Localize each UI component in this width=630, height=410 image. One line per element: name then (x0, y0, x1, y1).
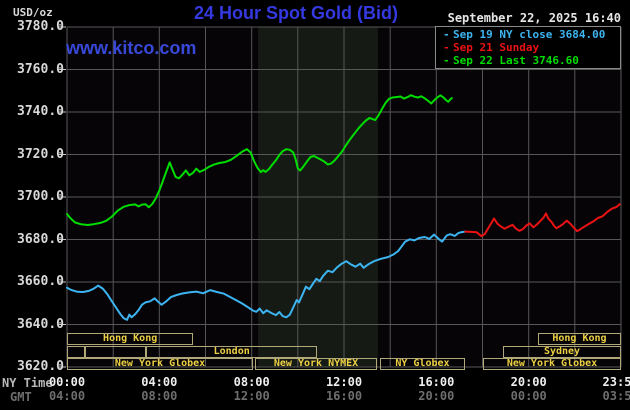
y-tick-label: 3720.0 (17, 146, 64, 162)
legend-label: Sep 22 Last 3746.60 (453, 54, 579, 67)
y-tick-label: 3700.0 (17, 189, 64, 204)
session-box-hong-kong: Hong Kong (537, 333, 621, 345)
y-tick-label: 3780.0 (17, 19, 64, 34)
series-line-sep19 (66, 230, 467, 321)
x-tick-label-ny: 16:00 (418, 375, 455, 389)
session-box-sydney: Sydney (503, 346, 621, 358)
series-line-sep21 (464, 203, 621, 238)
x-tick-label-ny: 00:00 (48, 375, 86, 389)
legend-dash-icon: - (443, 28, 450, 41)
x-tick-label-gmt: 12:00 (233, 389, 270, 403)
legend-item-sep21: - Sep 21 Sunday (443, 41, 620, 54)
legend-item-sep19: - Sep 19 NY close 3684.00 (443, 28, 620, 41)
kitco-watermark: www.kitco.com (66, 38, 197, 58)
x-tick-label-ny: 23:59 (602, 375, 630, 389)
x-tick-label-ny: 20:00 (510, 375, 547, 389)
x-tick-label-gmt: 00:00 (510, 389, 547, 403)
x-tick-label-ny: 08:00 (233, 375, 270, 389)
y-tick-label: 3640.0 (17, 316, 64, 332)
x-axis-row-label-gmt: GMT (10, 390, 32, 404)
legend-label: Sep 21 Sunday (453, 41, 540, 54)
x-tick-label-gmt: 20:00 (418, 389, 455, 403)
y-axis-units-label: USD/oz (13, 6, 53, 19)
legend-label: Sep 19 NY close 3684.00 (453, 28, 606, 41)
legend-dash-icon: - (443, 41, 450, 54)
x-tick-label-gmt: 16:00 (325, 389, 363, 403)
legend: - Sep 19 NY close 3684.00 - Sep 21 Sunday … (435, 26, 621, 69)
x-tick-label-ny: 12:00 (325, 375, 363, 389)
chart-datetime: September 22, 2025 16:40 (447, 11, 621, 25)
x-tick-label-gmt: 03:59 (602, 389, 630, 403)
session-box (67, 346, 85, 358)
session-box-london: London (146, 346, 317, 358)
series-line-sep22 (66, 94, 453, 226)
session-box-hong-kong: Hong Kong (67, 333, 194, 345)
legend-item-sep22: - Sep 22 Last 3746.60 (443, 54, 620, 67)
y-tick-label: 3680.0 (17, 231, 64, 247)
x-tick-label-ny: 04:00 (141, 375, 178, 389)
x-tick-label-gmt: 04:00 (48, 389, 86, 403)
x-axis-row-label-ny-time: NY Time (2, 376, 53, 390)
session-box (85, 346, 147, 358)
session-box-ny-globex: NY Globex (380, 358, 465, 370)
x-tick-label-gmt: 08:00 (141, 389, 178, 403)
session-box-new-york-globex: New York Globex (67, 358, 254, 370)
session-box-new-york-globex: New York Globex (483, 358, 621, 370)
y-tick-label: 3760.0 (17, 61, 64, 77)
y-tick-label: 3620.0 (17, 359, 64, 374)
chart-title: 24 Hour Spot Gold (Bid) (194, 3, 398, 23)
y-tick-label: 3740.0 (17, 104, 64, 119)
legend-dash-icon: - (443, 54, 450, 67)
session-box-new-york-nymex: New York NYMEX (255, 358, 377, 370)
y-tick-label: 3660.0 (17, 274, 64, 289)
